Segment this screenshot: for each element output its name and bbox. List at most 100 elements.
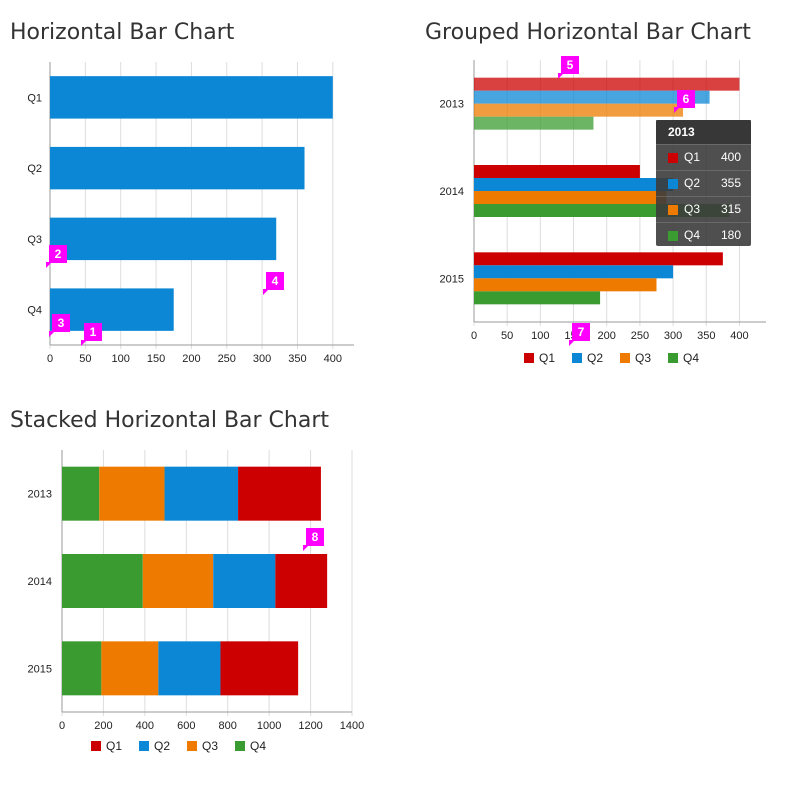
x-tick-label: 200: [94, 720, 112, 732]
x-tick-label: 150: [147, 353, 165, 365]
x-tick-label: 0: [471, 330, 477, 342]
legend-label-q4: Q4: [250, 739, 266, 753]
x-tick-label: 350: [288, 353, 306, 365]
x-tick-label: 200: [598, 330, 616, 342]
legend-label-q3: Q3: [202, 739, 218, 753]
x-tick-label: 300: [664, 330, 682, 342]
x-tick-label: 400: [730, 330, 748, 342]
tooltip-row: Q4 180: [656, 222, 751, 248]
bar-segment-q4: [62, 466, 100, 521]
bar-segment-q2: [164, 466, 239, 521]
tooltip-swatch-q2: [668, 179, 678, 189]
y-tick-label: 2015: [440, 273, 464, 285]
x-tick-label: 350: [697, 330, 715, 342]
tooltip-swatch-q4: [668, 231, 678, 241]
chart-title: Grouped Horizontal Bar Chart: [425, 20, 751, 45]
legend-swatch-q3: [187, 741, 197, 751]
legend-swatch-q1: [91, 741, 101, 751]
bar-segment-q1: [238, 466, 321, 521]
annotation-marker: 7: [569, 323, 590, 346]
y-tick-label: 2014: [28, 576, 52, 588]
bar-q1: [474, 252, 723, 266]
y-tick-label: Q2: [27, 163, 42, 175]
tooltip-series-name: Q4: [684, 228, 701, 242]
tooltip-series-name: Q1: [684, 150, 701, 164]
bar-segment-q1: [275, 554, 328, 608]
y-tick-label: Q1: [27, 92, 42, 104]
chart-title: Stacked Horizontal Bar Chart: [10, 408, 330, 433]
annotation-marker: 8: [303, 528, 324, 551]
bar-segment-q3: [99, 466, 165, 521]
x-tick-label: 50: [501, 330, 513, 342]
x-tick-label: 250: [631, 330, 649, 342]
bar-q2: [474, 178, 674, 191]
y-tick-label: Q3: [27, 234, 42, 246]
x-tick-label: 1200: [298, 720, 322, 732]
legend-swatch-q4: [668, 353, 678, 363]
bar: [50, 288, 174, 331]
y-tick-label: 2014: [440, 186, 464, 198]
annotation-marker: 1: [81, 323, 102, 346]
bar-segment-q3: [142, 554, 214, 608]
bar-q3: [474, 103, 684, 117]
annotation-marker: 6: [674, 90, 695, 113]
bar-segment-q1: [220, 641, 299, 696]
legend-label-q2: Q2: [587, 351, 603, 365]
tooltip-title: 2013: [656, 120, 751, 144]
legend-label-q2: Q2: [154, 739, 170, 753]
bar-q1: [474, 77, 740, 91]
bar-q3: [474, 191, 667, 204]
y-tick-label: 2013: [440, 99, 464, 111]
legend-label-q1: Q1: [106, 739, 122, 753]
tooltip-row: Q3 315: [656, 196, 751, 222]
tooltip-row: Q2 355: [656, 170, 751, 196]
chart-tooltip: 2013 Q1 400 Q2 355 Q3 315 Q4 180: [656, 120, 751, 246]
x-tick-label: 800: [219, 720, 237, 732]
bar: [50, 76, 333, 119]
bar-segment-q2: [158, 641, 221, 696]
bar-segment-q3: [101, 641, 159, 696]
bar-segment-q4: [62, 554, 143, 608]
tooltip-row: Q1 400: [656, 144, 751, 170]
legend-label-q3: Q3: [635, 351, 651, 365]
annotation-marker: 2: [46, 245, 67, 268]
bar-q4: [474, 291, 601, 305]
annotation-marker: 5: [558, 56, 579, 79]
x-tick-label: 100: [531, 330, 549, 342]
x-tick-label: 100: [112, 353, 130, 365]
y-tick-label: 2015: [28, 663, 52, 675]
x-tick-label: 0: [59, 720, 65, 732]
bar-q2: [474, 265, 674, 279]
x-tick-label: 400: [324, 353, 342, 365]
tooltip-swatch-q3: [668, 205, 678, 215]
bar-segment-q4: [62, 641, 102, 696]
bar-segment-q2: [213, 554, 276, 608]
legend-swatch-q1: [524, 353, 534, 363]
legend-swatch-q4: [235, 741, 245, 751]
tooltip-series-value: 355: [720, 176, 741, 190]
y-tick-label: 2013: [28, 489, 52, 501]
tooltip-series-value: 400: [720, 150, 741, 164]
x-tick-label: 600: [177, 720, 195, 732]
tooltip-swatch-q1: [668, 153, 678, 163]
bar-q4: [474, 116, 594, 130]
tooltip-series-value: 180: [720, 228, 741, 242]
x-tick-label: 300: [253, 353, 271, 365]
x-tick-label: 250: [218, 353, 236, 365]
annotation-marker: 3: [49, 314, 70, 337]
bar-q3: [474, 278, 657, 292]
legend-label-q1: Q1: [539, 351, 555, 365]
x-tick-label: 1400: [340, 720, 364, 732]
x-tick-label: 200: [182, 353, 200, 365]
chart-title: Horizontal Bar Chart: [10, 20, 235, 45]
tooltip-series-name: Q3: [684, 202, 701, 216]
annotation-marker: 4: [263, 272, 284, 295]
bar: [50, 217, 277, 261]
legend-swatch-q2: [572, 353, 582, 363]
bar: [50, 146, 305, 190]
legend-swatch-q2: [139, 741, 149, 751]
tooltip-series-name: Q2: [684, 176, 701, 190]
x-tick-label: 1000: [257, 720, 281, 732]
